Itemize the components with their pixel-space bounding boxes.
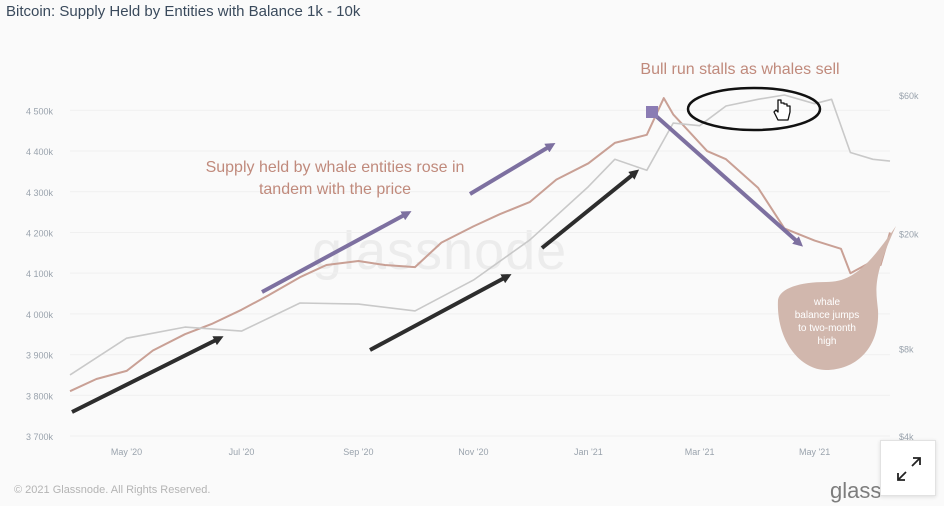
x-tick-label: Sep '20: [343, 447, 373, 457]
expand-button[interactable]: [880, 440, 936, 496]
y-left-tick-label: 4 000k: [26, 310, 54, 320]
hand-cursor-icon: [773, 99, 791, 121]
callout-bubble: whale balance jumps to two-month high: [777, 226, 896, 370]
chart-title: Bitcoin: Supply Held by Entities with Ba…: [6, 3, 361, 20]
price-series-line: [69, 94, 891, 376]
x-tick-label: Jul '20: [229, 447, 255, 457]
annotation-supply-line1: Supply held by whale entities rose in: [206, 159, 465, 176]
purple-arrow-1: [261, 211, 412, 294]
y-left-tick-label: 4 500k: [26, 106, 54, 116]
peak-marker: [646, 106, 658, 118]
callout-text-4: high: [818, 336, 837, 347]
gridlines: [70, 109, 890, 437]
y-left-tick-label: 4 300k: [26, 188, 54, 198]
y-left-axis: 3 700k 3 800k 3 900k 4 000k 4 100k 4 200k 4 30…: [26, 106, 54, 442]
y-right-tick-label: $60k: [899, 91, 919, 101]
watermark: glassnode: [312, 221, 568, 281]
stall-ellipse: [686, 86, 822, 132]
expand-arrows-icon: [897, 457, 921, 481]
brand-logo-text: glass: [830, 478, 882, 503]
callout-text-2: balance jumps: [795, 310, 859, 321]
x-tick-label: Nov '20: [458, 447, 488, 457]
y-left-tick-label: 3 900k: [26, 351, 54, 361]
y-left-tick-label: 4 200k: [26, 228, 54, 238]
x-tick-label: May '20: [111, 447, 142, 457]
x-tick-label: Mar '21: [685, 447, 715, 457]
purple-arrow-3: [654, 114, 803, 247]
x-tick-label: May '21: [799, 447, 830, 457]
callout-text-1: whale: [813, 297, 841, 308]
y-right-tick-label: $4k: [899, 432, 914, 442]
black-arrow-3: [540, 169, 640, 250]
y-left-tick-label: 3 800k: [26, 391, 54, 401]
x-tick-label: Jan '21: [574, 447, 603, 457]
copyright-text: © 2021 Glassnode. All Rights Reserved.: [14, 484, 211, 496]
callout-text-3: to two-month: [798, 323, 856, 334]
y-right-axis: $4k $8k $20k $60k: [899, 91, 919, 442]
y-left-tick-label: 3 700k: [26, 432, 54, 442]
annotation-supply-line2: tandem with the price: [259, 181, 411, 198]
black-arrow-1: [71, 336, 224, 414]
annotation-bull-run: Bull run stalls as whales sell: [640, 61, 839, 78]
x-axis: May '20 Jul '20 Sep '20 Nov '20 Jan '21 Mar '…: [111, 447, 830, 457]
y-left-tick-label: 4 100k: [26, 269, 54, 279]
supply-series-line: [69, 97, 891, 393]
y-right-tick-label: $20k: [899, 229, 919, 239]
series-layer: [69, 94, 891, 393]
black-arrow-2: [369, 274, 512, 352]
purple-arrow-2: [468, 142, 556, 196]
y-left-tick-label: 4 400k: [26, 147, 54, 157]
y-right-tick-label: $8k: [899, 345, 914, 355]
